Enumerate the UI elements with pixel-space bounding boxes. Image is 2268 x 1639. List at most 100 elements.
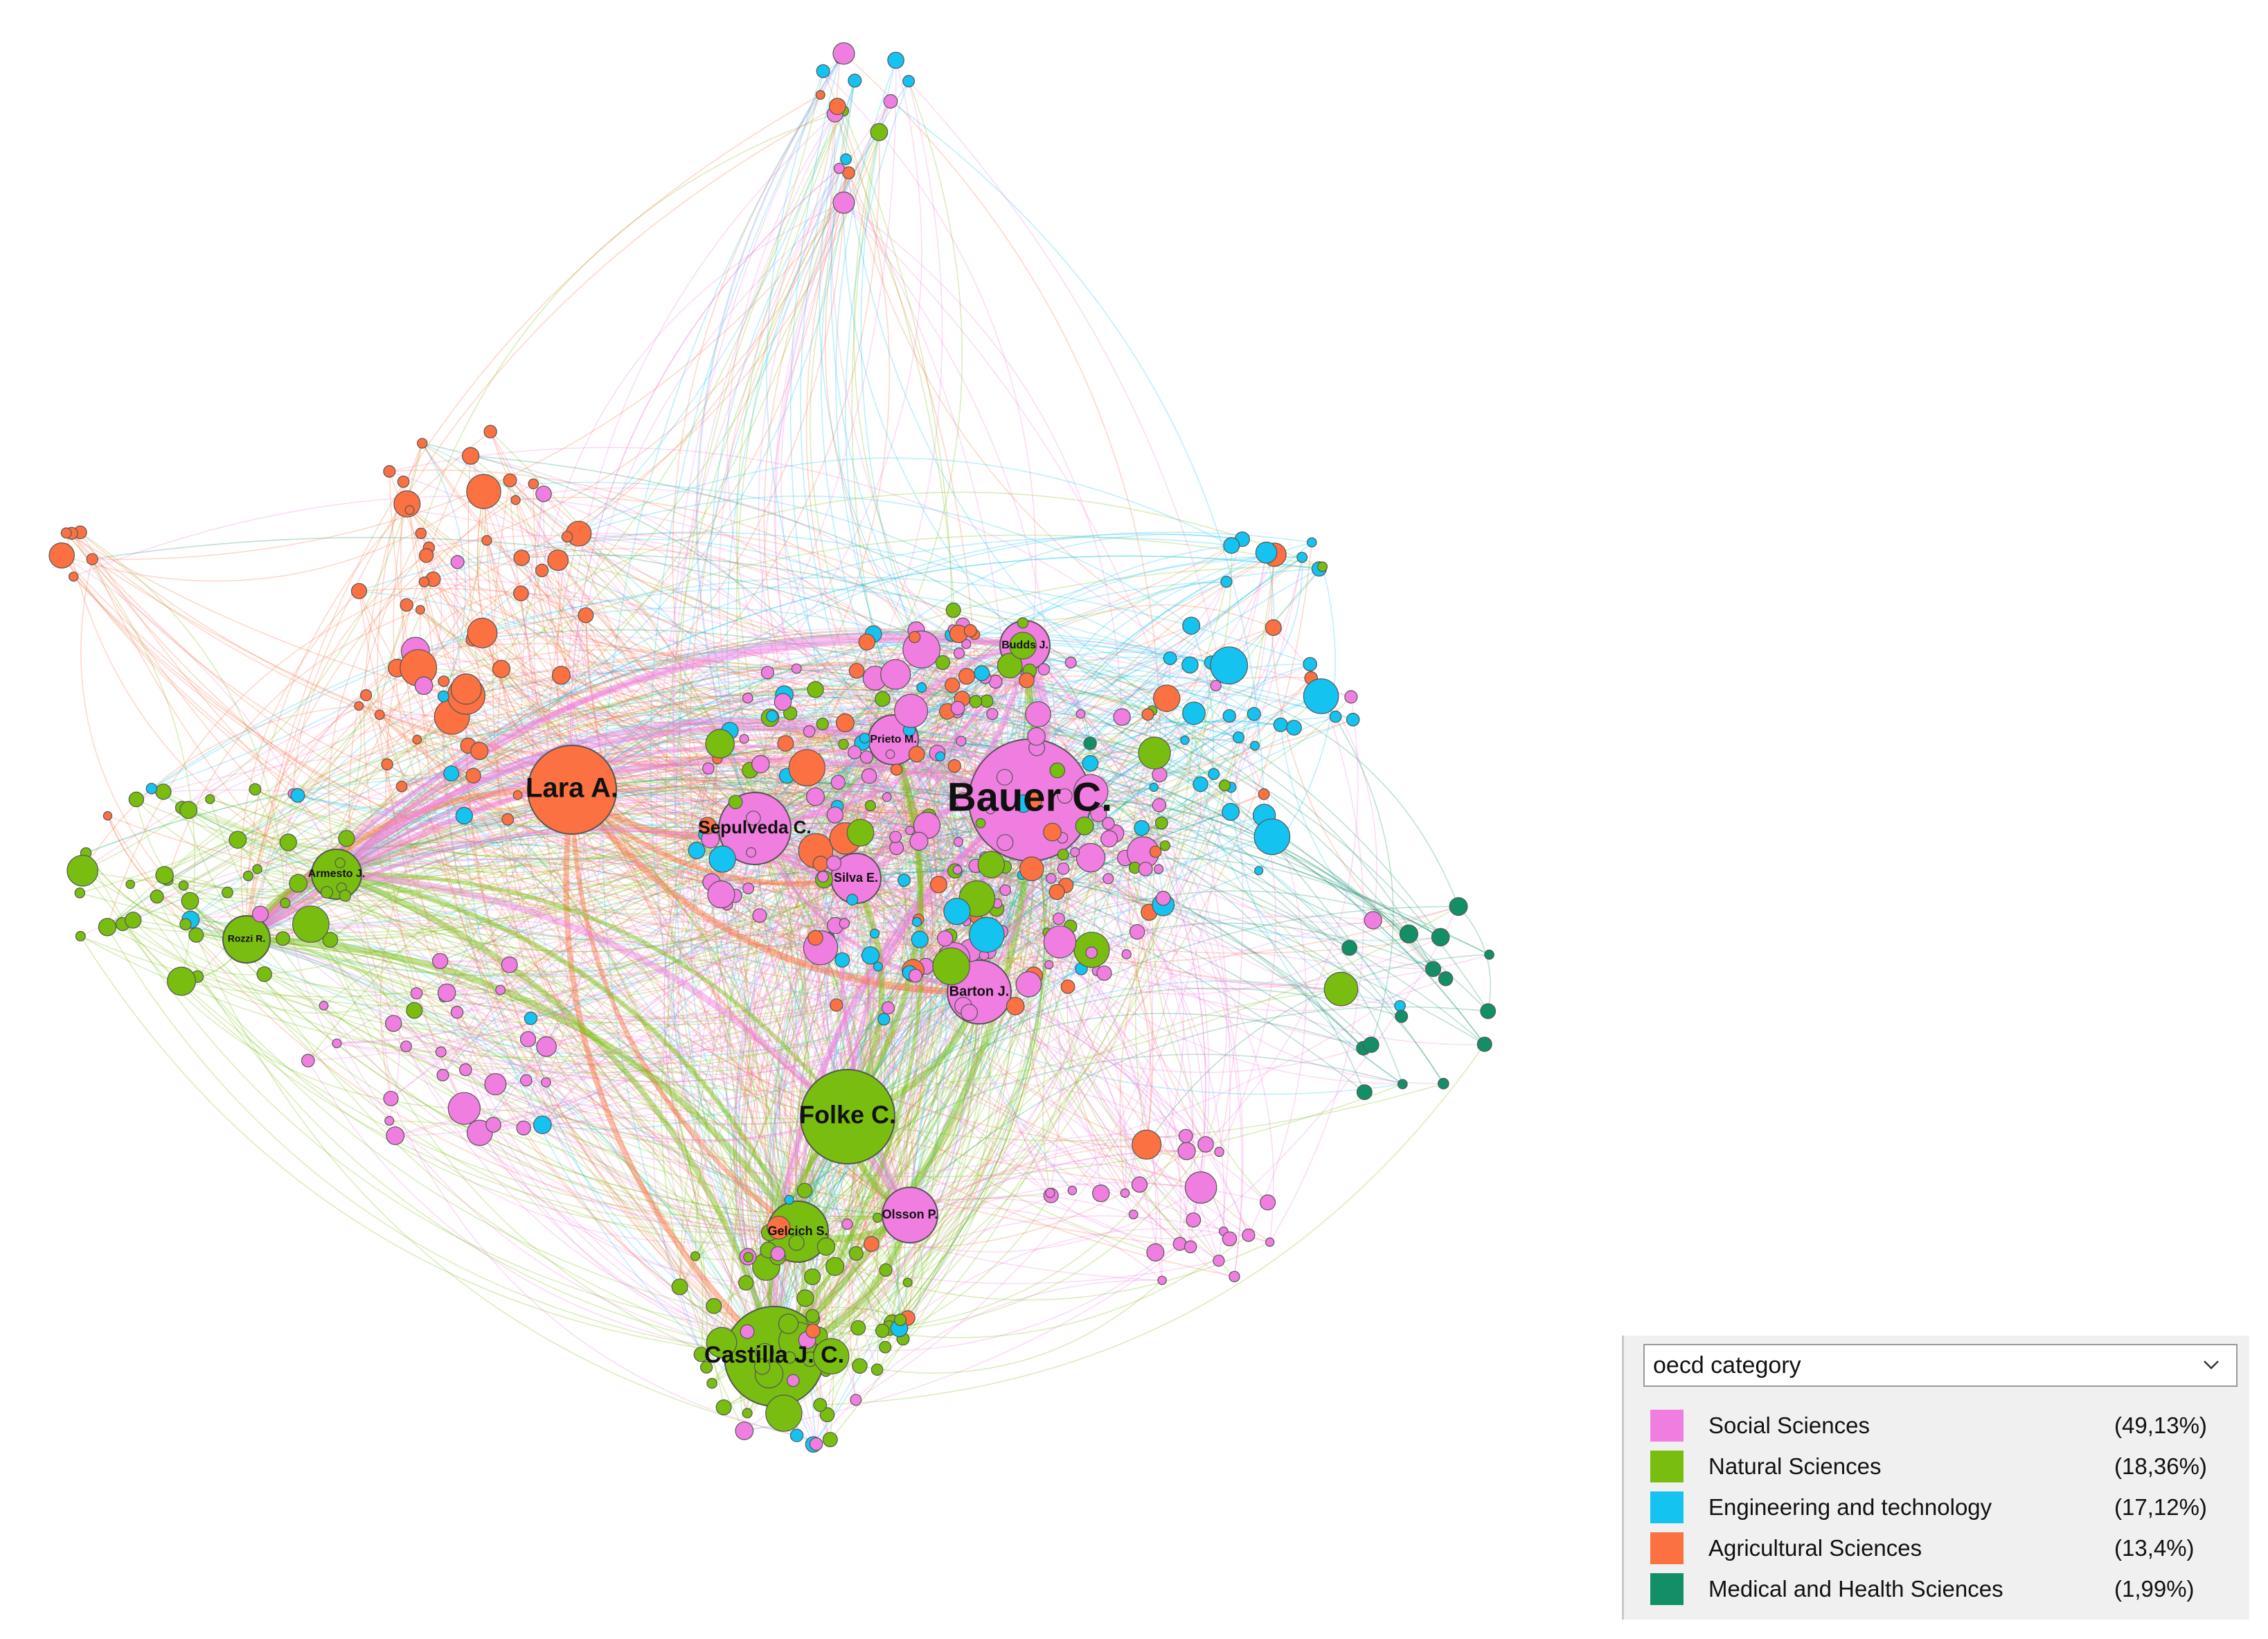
legend-list: Social Sciences (49,13%) Natural Science… xyxy=(1650,1405,2232,1609)
network-edge xyxy=(323,1005,798,1232)
network-edge xyxy=(847,1013,1364,1117)
network-edge xyxy=(246,939,715,1306)
network-node xyxy=(902,630,941,668)
network-node xyxy=(1220,576,1233,588)
network-edge xyxy=(723,554,1276,1408)
network-node xyxy=(1075,842,1106,873)
network-node xyxy=(1303,657,1317,672)
network-edge xyxy=(246,919,1194,1221)
network-node xyxy=(339,889,352,902)
network-node xyxy=(1476,1036,1492,1052)
network-edge xyxy=(1074,851,1485,1045)
network-edge xyxy=(61,555,829,939)
network-edge xyxy=(181,789,573,849)
network-node xyxy=(739,734,749,744)
network-edge xyxy=(890,100,1265,816)
network-edge xyxy=(418,667,848,1117)
network-node xyxy=(1229,1270,1240,1283)
network-edge xyxy=(859,1279,1163,1374)
network-node xyxy=(760,666,775,680)
network-edge xyxy=(246,936,801,1234)
network-node xyxy=(1152,684,1181,712)
network-edge xyxy=(405,1045,848,1143)
network-node xyxy=(1132,1129,1162,1160)
network-edge xyxy=(740,838,846,1357)
network-edge xyxy=(515,499,756,829)
network-edge xyxy=(571,789,1134,1215)
network-edge xyxy=(166,609,421,880)
network-edge xyxy=(893,716,1265,795)
network-edge xyxy=(307,566,1323,1061)
network-node xyxy=(466,474,501,509)
network-node xyxy=(395,780,408,792)
network-node xyxy=(902,1277,913,1288)
legend-item-natural-sciences: Natural Sciences (18,36%) xyxy=(1650,1446,2232,1487)
network-node xyxy=(1121,949,1132,959)
network-node xyxy=(1341,939,1357,956)
network-edge xyxy=(557,536,798,1232)
network-edge xyxy=(416,739,708,1367)
network-edge xyxy=(812,970,923,1331)
network-edge xyxy=(984,856,1157,1252)
network-edge xyxy=(855,711,958,879)
network-edge xyxy=(777,737,1240,1258)
legend-item-social-sciences: Social Sciences (49,13%) xyxy=(1650,1405,2232,1446)
network-edge xyxy=(1193,713,1341,990)
legend-item-agricultural-sciences: Agricultural Sciences (13,4%) xyxy=(1650,1527,2232,1568)
network-edge xyxy=(780,202,871,806)
network-edge xyxy=(520,593,910,735)
network-node xyxy=(1019,672,1035,689)
network-node xyxy=(1193,776,1208,792)
network-edge xyxy=(472,639,1030,813)
network-edge xyxy=(530,1018,911,1216)
network-edge xyxy=(810,991,981,1360)
node-label: Armesto J. xyxy=(308,868,366,880)
network-edge xyxy=(976,858,1441,938)
network-node xyxy=(1181,656,1199,674)
network-node xyxy=(188,927,204,943)
network-edge xyxy=(975,701,1166,847)
category-dropdown[interactable]: oecd category xyxy=(1643,1344,2238,1387)
network-edge xyxy=(415,592,521,652)
network-node xyxy=(1197,1136,1214,1153)
network-node xyxy=(516,1120,531,1136)
network-node xyxy=(450,673,482,705)
network-node xyxy=(410,987,423,1000)
network-edge xyxy=(336,831,1365,1093)
network-node xyxy=(812,856,829,872)
network-node xyxy=(1100,830,1118,848)
node-layer xyxy=(48,42,1497,1453)
network-edge xyxy=(443,659,1087,803)
network-edge xyxy=(246,939,861,1367)
network-edge xyxy=(521,493,814,1445)
network-edge xyxy=(515,499,990,953)
network-node xyxy=(875,1323,890,1338)
chevron-down-icon[interactable] xyxy=(2202,1355,2221,1374)
network-edge xyxy=(571,531,1312,790)
network-node xyxy=(1323,971,1359,1007)
legend-item-engineering-technology: Engineering and technology (17,12%) xyxy=(1650,1487,2232,1527)
network-edge xyxy=(181,828,756,998)
network-node xyxy=(889,831,902,843)
network-node xyxy=(1184,1240,1197,1254)
network-edge xyxy=(663,768,775,1357)
network-node xyxy=(1344,690,1358,704)
network-node xyxy=(400,598,413,612)
network-edge xyxy=(246,939,904,1340)
network-edge xyxy=(156,896,765,1353)
network-node xyxy=(788,749,825,787)
network-edge xyxy=(904,1012,970,1216)
network-edge xyxy=(181,671,748,808)
network-edge xyxy=(1024,604,1274,646)
network-edge xyxy=(697,888,766,1353)
network-edge xyxy=(571,707,1201,790)
network-edge xyxy=(754,701,976,829)
network-edge xyxy=(227,645,1026,908)
network-node xyxy=(1009,632,1037,659)
network-edge xyxy=(909,968,1082,1216)
network-edge xyxy=(855,657,1170,879)
network-edge xyxy=(336,763,1063,875)
network-edge xyxy=(1134,566,1323,1145)
network-edge xyxy=(196,739,894,953)
network-edge xyxy=(1253,691,1352,715)
